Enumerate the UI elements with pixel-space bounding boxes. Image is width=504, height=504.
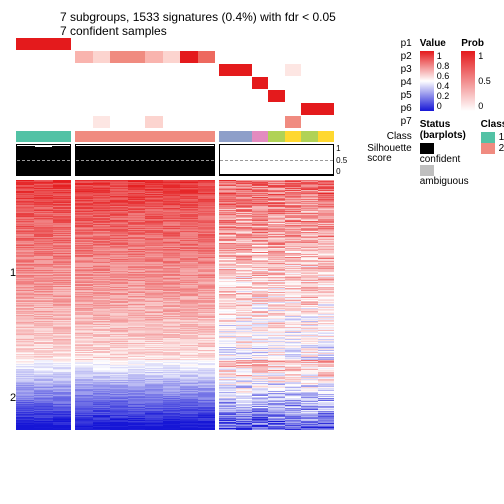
heatmap bbox=[16, 180, 412, 430]
chart-title-1: 7 subgroups, 1533 signatures (0.4%) with… bbox=[60, 10, 494, 24]
p-row-label: p6 bbox=[401, 103, 412, 116]
prob-colorbar bbox=[461, 51, 475, 111]
legend-prob: Prob 10.50 bbox=[461, 38, 491, 111]
silhouette-ticks: 1 0.5 0 bbox=[336, 144, 347, 176]
p-row-label: p7 bbox=[401, 116, 412, 129]
value-colorbar bbox=[420, 51, 434, 111]
chart-title-2: 7 confident samples bbox=[60, 24, 494, 38]
p-row-label: p2 bbox=[401, 51, 412, 64]
silhouette-plot bbox=[16, 144, 334, 176]
legend-class: Class 12 bbox=[481, 119, 504, 187]
legend-value: Value 10.80.60.40.20 bbox=[420, 38, 450, 111]
probability-annotation: p1p2p3p4p5p6p7 bbox=[16, 38, 412, 129]
p-row-label: p3 bbox=[401, 64, 412, 77]
class-annotation bbox=[16, 131, 383, 142]
p-row-label: p4 bbox=[401, 77, 412, 90]
legends: Value 10.80.60.40.20 Prob 10.50 Status (… bbox=[420, 38, 504, 433]
p-row-label: p5 bbox=[401, 90, 412, 103]
p-row-label: p1 bbox=[401, 38, 412, 51]
silhouette-label: Silhouettescore bbox=[367, 144, 411, 180]
legend-status: Status (barplots) confidentambiguous bbox=[420, 119, 469, 187]
